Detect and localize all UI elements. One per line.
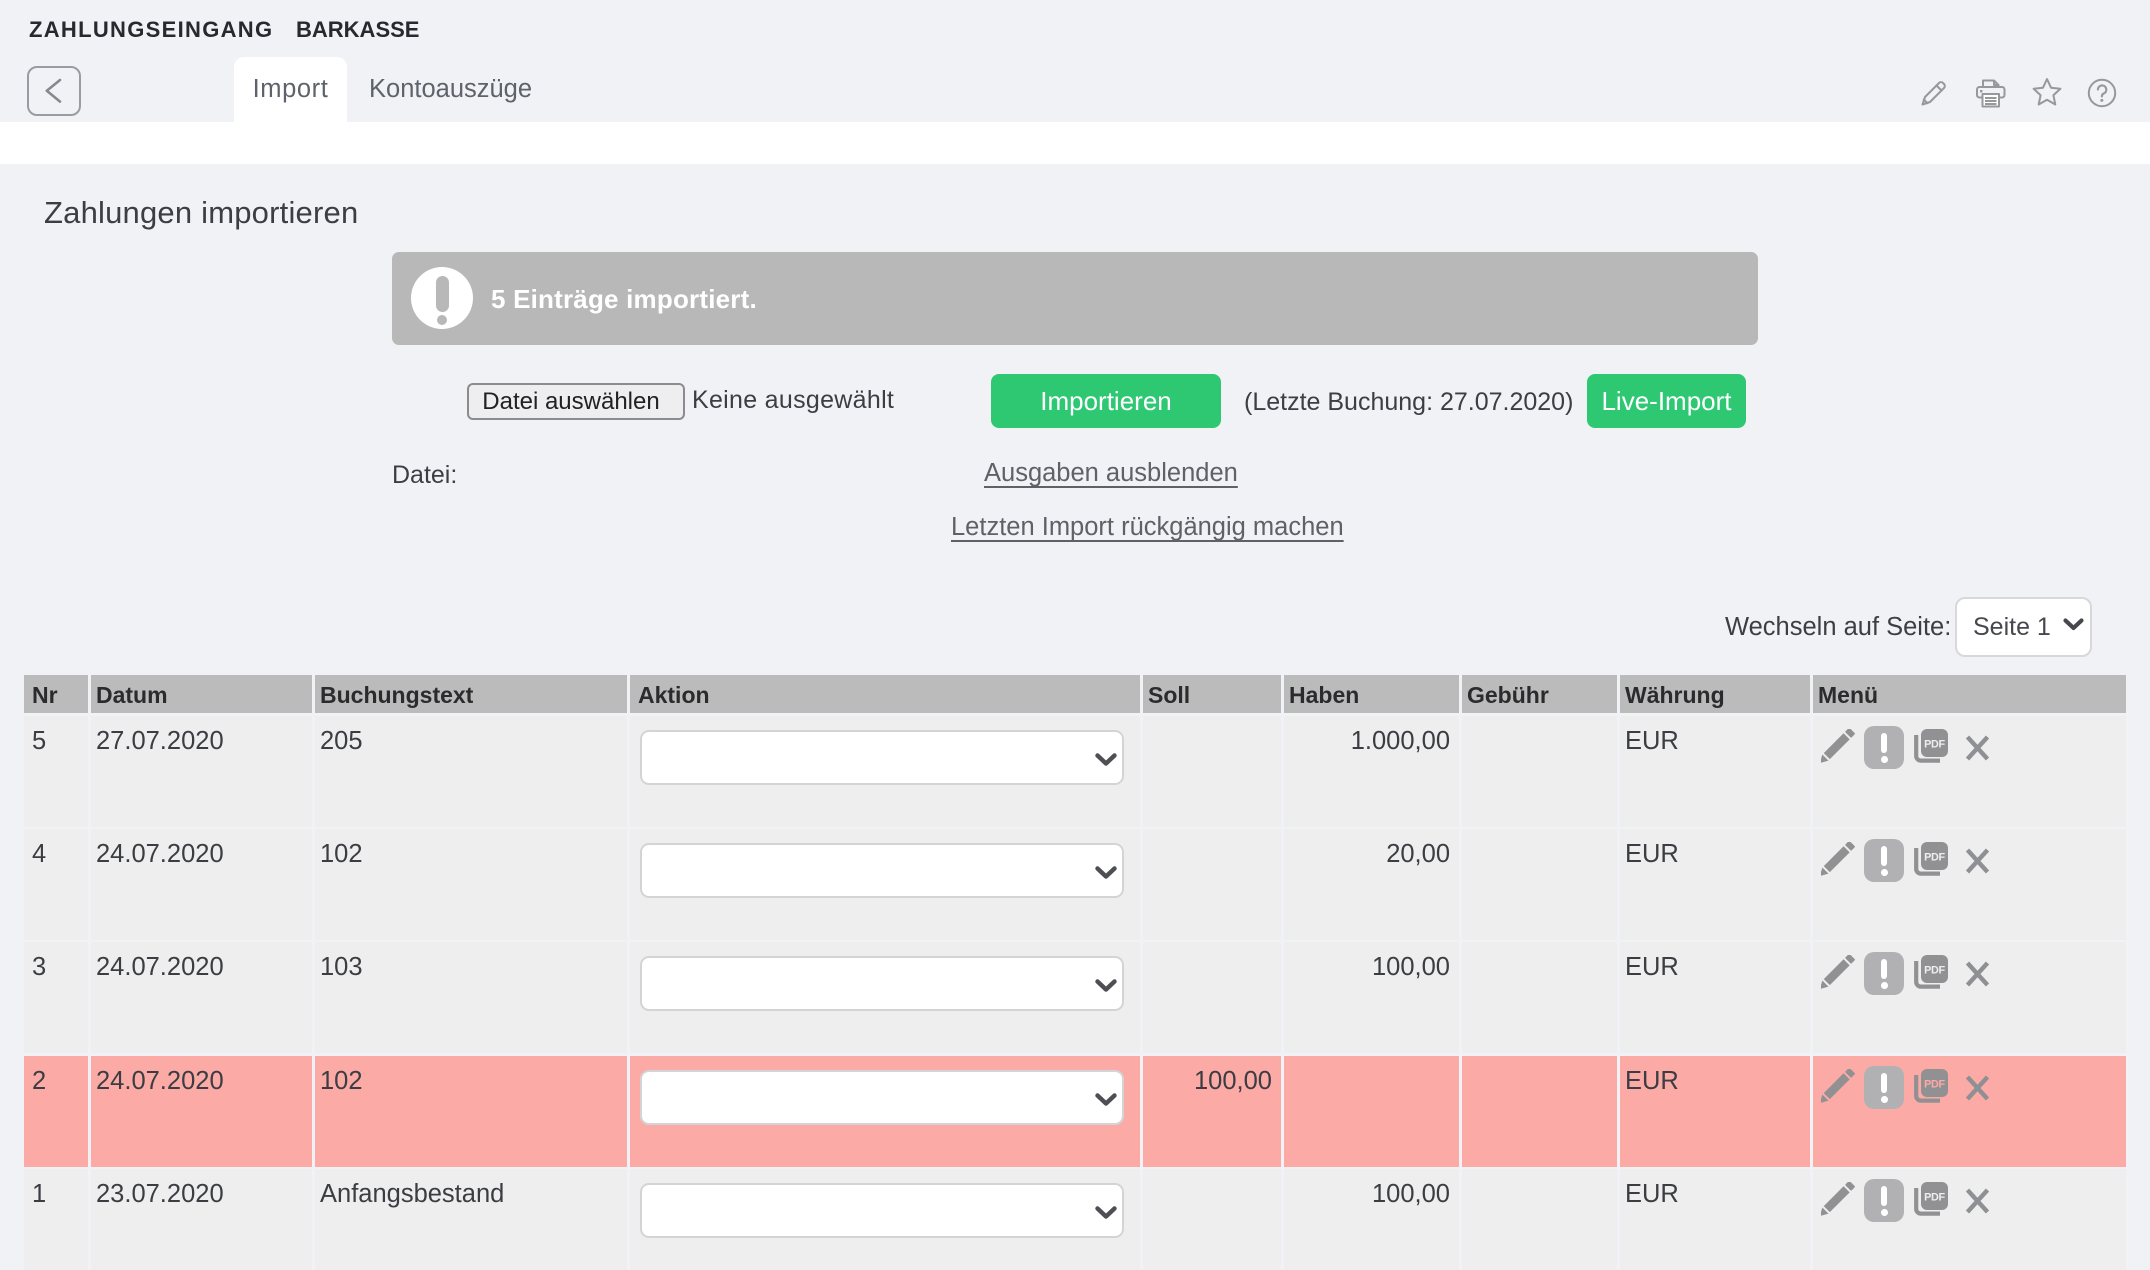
svg-text:PDF: PDF [1924, 1079, 1945, 1091]
svg-text:PDF: PDF [1924, 965, 1945, 977]
svg-text:PDF: PDF [1924, 852, 1945, 864]
svg-text:PDF: PDF [1924, 739, 1945, 751]
svg-text:PDF: PDF [1924, 1192, 1945, 1204]
